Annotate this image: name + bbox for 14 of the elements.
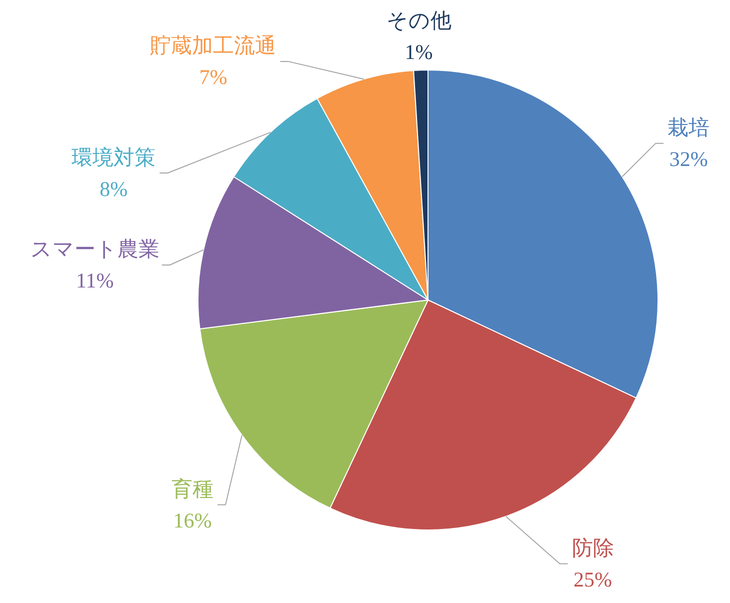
data-label: 11%	[76, 268, 114, 293]
data-label: 25%	[574, 567, 612, 592]
slice-label: その他	[386, 8, 452, 32]
data-label: 32%	[669, 147, 708, 172]
data-label: 1%	[404, 40, 433, 64]
slice-label: 環境対策	[72, 145, 156, 170]
data-label: 7%	[199, 65, 228, 90]
data-label: 8%	[100, 176, 128, 201]
slice-label: 防除	[572, 536, 614, 560]
slice-label: 育種	[172, 476, 214, 501]
slice-label: 貯蔵加工流通	[150, 34, 276, 58]
slice-label: スマート農業	[30, 237, 160, 262]
data-label: 16%	[173, 508, 212, 532]
slice-label: 栽培	[668, 116, 710, 140]
